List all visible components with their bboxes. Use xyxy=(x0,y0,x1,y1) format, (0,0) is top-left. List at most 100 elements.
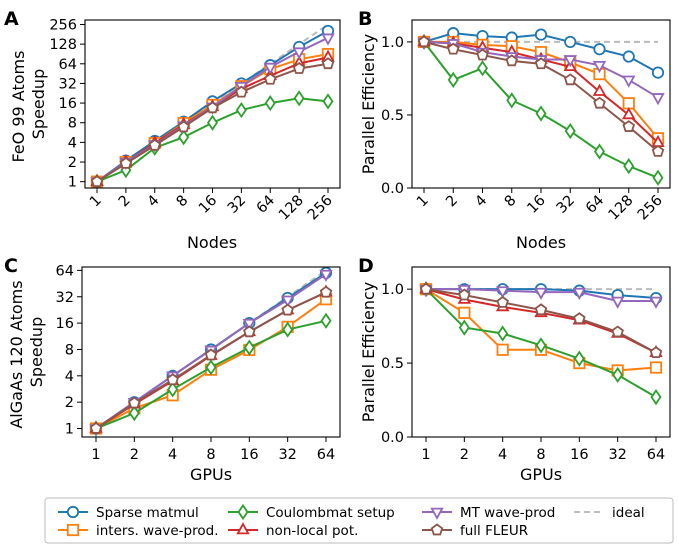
panel-a-point-fleur xyxy=(321,57,335,70)
panel-label-d: D xyxy=(358,255,374,277)
panel-a-point-fleur xyxy=(148,138,162,151)
panel-d-xtick-label: 64 xyxy=(647,447,665,463)
panel-b-point-inters xyxy=(622,97,635,110)
panel-a-xtick-label: 128 xyxy=(276,193,307,224)
panel-b-point-sparse xyxy=(534,28,548,41)
panel-d-ytick-label: 0.5 xyxy=(381,356,404,372)
panel-d-xtick-label: 8 xyxy=(536,447,545,463)
panel-b-point-fleur xyxy=(593,96,606,109)
panel-b-xtick-label: 32 xyxy=(554,193,578,217)
legend-entry-nonloc: non-local pot. xyxy=(228,522,358,539)
panel-d-ylabel: Parallel Efficiency xyxy=(359,282,378,422)
panel-a-ytick-label: 4 xyxy=(68,135,77,151)
panel-a-ytick-label: 2 xyxy=(68,155,77,171)
panel-c: C 1 2 4 8 16 32 64 1 2 4 8 16 32 64 GPUs AlGaAs 120 A… xyxy=(4,255,341,484)
panel-c-xtick-label: 64 xyxy=(317,447,335,463)
panel-d-point-inters xyxy=(458,306,471,319)
panel-b-xlabel: Nodes xyxy=(516,233,566,252)
panel-c-ytick-label: 8 xyxy=(65,342,74,358)
legend-label-inters: inters. wave-prod. xyxy=(96,523,219,539)
panel-c-ytick-label: 32 xyxy=(56,290,74,306)
panel-c-xtick-label: 16 xyxy=(240,447,258,463)
panel-d-plot: 0.0 0.5 1.0 1 2 4 8 16 32 64 xyxy=(381,281,665,463)
panel-c-point-mt xyxy=(319,269,333,282)
panel-d-xlabel: GPUs xyxy=(520,465,562,484)
panel-b-point-mt xyxy=(651,93,665,106)
legend-frame xyxy=(44,497,674,544)
panel-d-xtick-label: 2 xyxy=(460,447,469,463)
panel-a-xtick-label: 2 xyxy=(116,193,134,211)
panel-a-point-fleur xyxy=(177,120,190,133)
panel-d-xtick-label: 1 xyxy=(421,447,430,463)
legend-marker-inters xyxy=(66,523,80,537)
panel-b-point-fleur xyxy=(622,120,636,132)
panel-b-point-fleur xyxy=(534,57,548,70)
panel-a-point-mt xyxy=(292,47,306,60)
panel-c-xtick-label: 1 xyxy=(91,447,100,463)
legend-entry-fleur: full FLEUR xyxy=(422,523,528,539)
panel-d-point-mt xyxy=(610,296,625,309)
panel-d-point-fleur xyxy=(611,325,624,338)
panel-a-ytick-label: 64 xyxy=(59,57,77,73)
panel-c-frame xyxy=(81,266,341,438)
panel-a-ylabel-line2: Speedup xyxy=(29,69,48,139)
legend-entries: Sparse matmul inters. wave-prod. Coulombma… xyxy=(58,503,645,539)
panel-c-xtick-label: 2 xyxy=(130,447,139,463)
panel-label-b: B xyxy=(358,8,372,30)
panel-a-point-fleur xyxy=(206,101,219,114)
panel-d-point-coul xyxy=(497,325,509,342)
legend-marker-coul xyxy=(237,503,249,521)
panel-a-point-fleur xyxy=(263,72,277,85)
panel-c-xtick-label: 4 xyxy=(168,447,177,463)
panel-c-point-coul xyxy=(128,405,140,422)
panel-d-point-inters xyxy=(649,361,663,374)
panel-b-xtick-label: 2 xyxy=(443,193,461,211)
panel-a-point-coul xyxy=(206,114,219,131)
panel-b-xtick-label: 16 xyxy=(524,193,548,217)
panel-d-point-fleur xyxy=(458,288,471,301)
panel-a-frame xyxy=(84,19,341,189)
panel-c-xtick-label: 8 xyxy=(206,447,215,463)
panel-c-point-fleur xyxy=(281,303,294,316)
panel-a-point-fleur xyxy=(235,85,248,98)
panel-c-point-coul xyxy=(167,381,179,398)
panel-b-point-fleur xyxy=(505,54,519,67)
panel-a-point-fleur xyxy=(292,62,306,74)
panel-b-point-coul xyxy=(535,105,547,122)
panel-b-point-coul xyxy=(476,60,489,77)
panel-b-point-sparse xyxy=(651,66,665,79)
panel-d-point-coul xyxy=(650,388,662,406)
panel-a-point-coul xyxy=(264,94,276,112)
panel-d-point-fleur xyxy=(649,346,663,359)
panel-b-xtick-label: 256 xyxy=(635,193,666,224)
panel-a-ytick-label: 32 xyxy=(59,76,77,92)
panel-b-point-sparse xyxy=(622,50,635,63)
panel-c-point-mt xyxy=(242,318,257,331)
panel-a-xtick-label: 64 xyxy=(254,193,278,217)
panel-b-point-nonloc xyxy=(592,83,607,96)
legend-entry-inters: inters. wave-prod. xyxy=(58,523,219,539)
legend: Sparse matmul inters. wave-prod. Coulombma… xyxy=(44,497,674,544)
panel-b-point-coul xyxy=(652,169,664,186)
panel-b-point-coul xyxy=(564,122,576,140)
panel-a-ytick-label: 8 xyxy=(68,116,77,132)
panel-d-point-mt xyxy=(572,287,587,300)
panel-a-ytick-label: 16 xyxy=(59,96,77,112)
panel-c-point-fleur xyxy=(166,373,179,386)
panel-c-point-fleur xyxy=(319,285,333,298)
panel-c-plot: 1 2 4 8 16 32 64 1 2 4 8 16 32 64 xyxy=(56,263,336,463)
panel-c-ytick-label: 1 xyxy=(65,422,74,438)
panel-a-xtick-label: 32 xyxy=(225,193,249,217)
panel-b-point-fleur xyxy=(476,48,489,61)
panel-b-xtick-label: 4 xyxy=(472,193,490,211)
panel-b-xtick-label: 64 xyxy=(583,193,607,217)
panel-b-point-coul xyxy=(447,71,459,88)
legend-marker-nonloc xyxy=(236,522,250,535)
panel-d-frame xyxy=(411,266,671,438)
panel-b-ytick-label: 1.0 xyxy=(381,35,404,51)
legend-entry-coul: Coulombmat setup xyxy=(228,503,395,521)
panel-d-point-coul xyxy=(458,319,470,336)
